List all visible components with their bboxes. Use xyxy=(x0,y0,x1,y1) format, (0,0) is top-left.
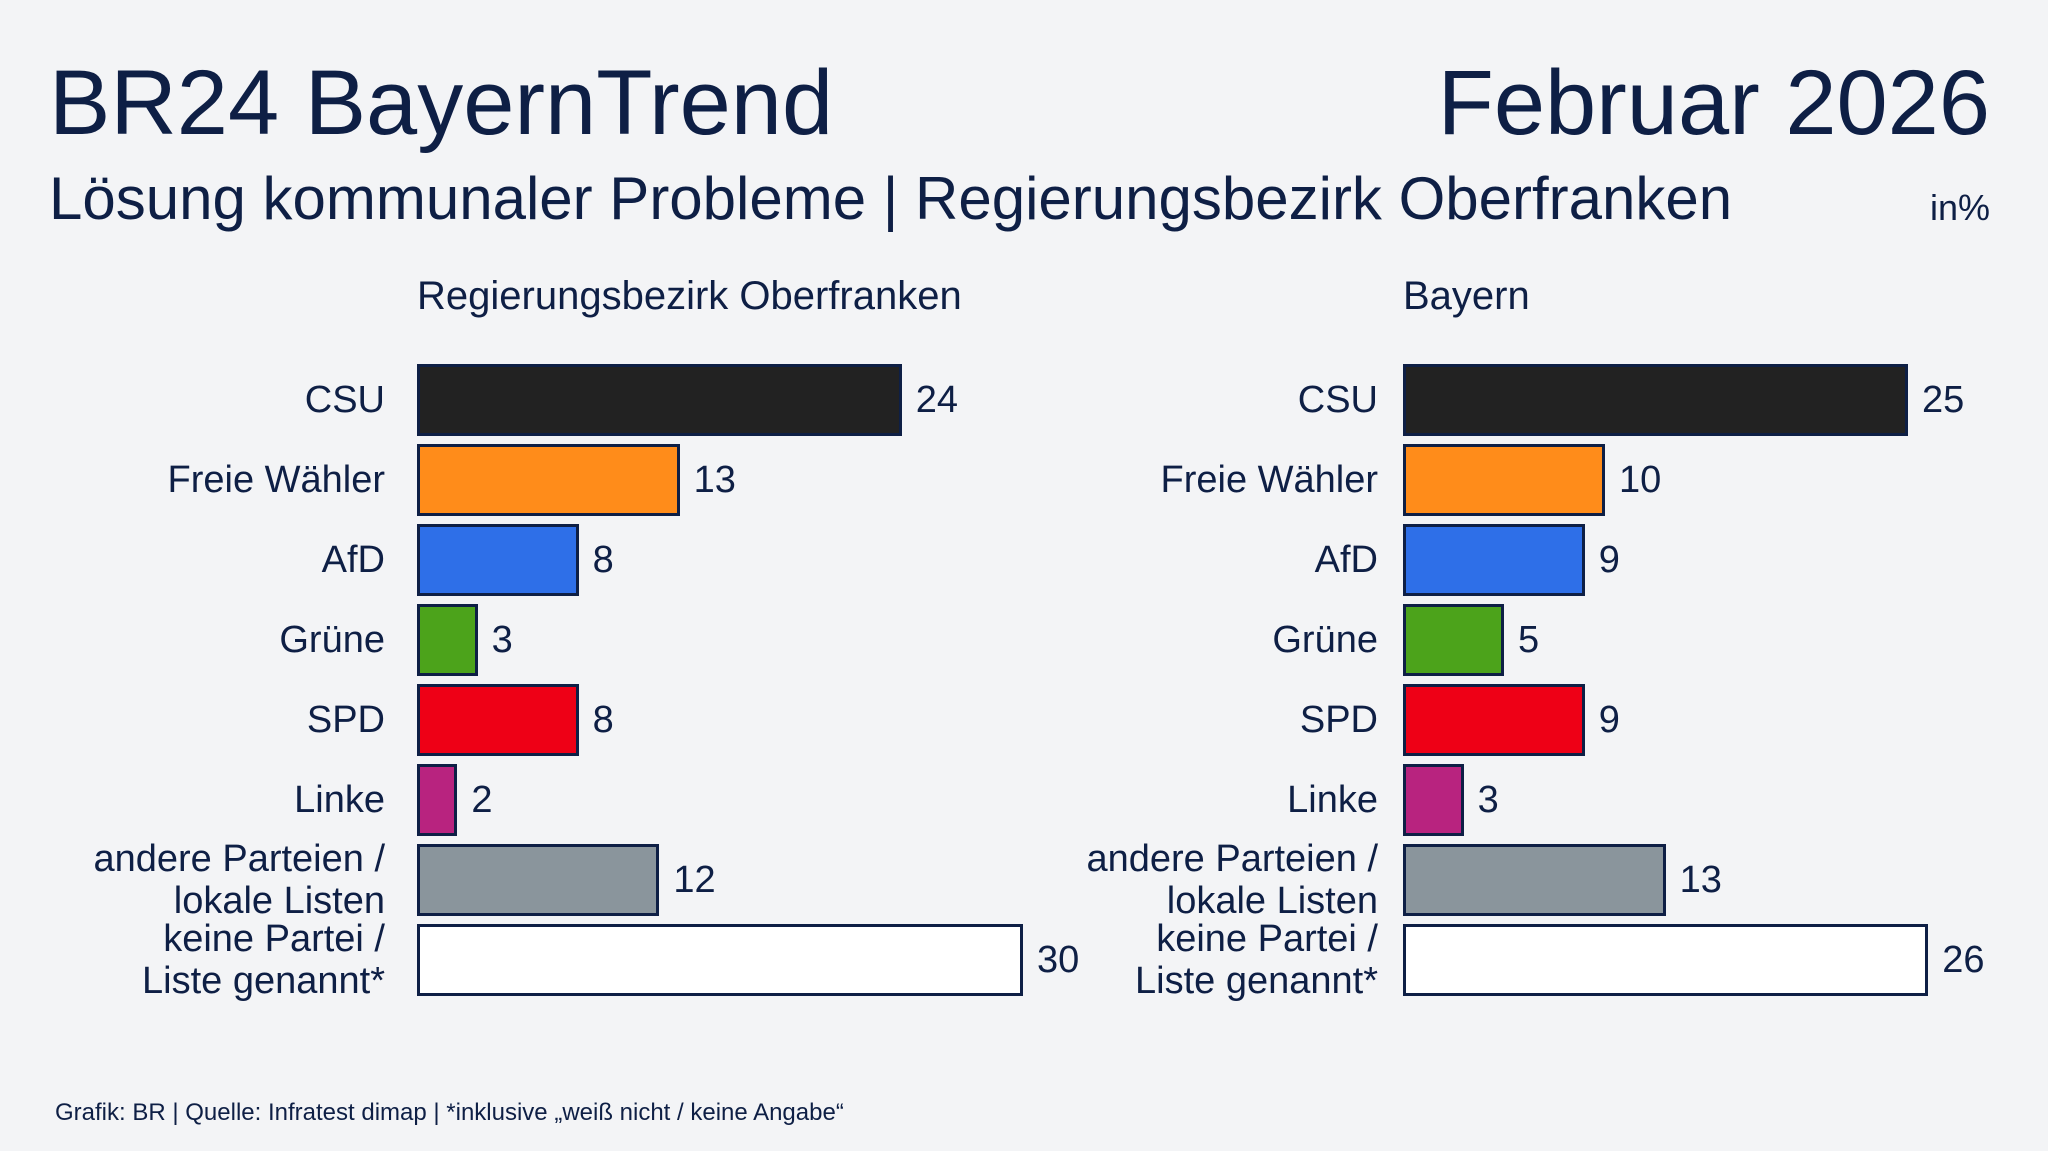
bar xyxy=(417,524,579,596)
value-label: 5 xyxy=(1518,619,1540,661)
bar xyxy=(1403,604,1504,676)
category-label: SPD xyxy=(306,699,385,741)
category-label: SPD xyxy=(1299,699,1378,741)
category-label: AfD xyxy=(1314,539,1378,581)
bar xyxy=(417,604,478,676)
value-label: 13 xyxy=(1679,859,1722,901)
category-label: Linke xyxy=(294,779,385,821)
value-label: 30 xyxy=(1037,939,1080,981)
category-label: Freie Wähler xyxy=(1160,459,1379,501)
bar xyxy=(1403,924,1929,996)
subtitle: Lösung kommunaler Probleme | Regierungsb… xyxy=(49,165,1733,232)
category-label: Freie Wähler xyxy=(167,459,386,501)
title: BR24 BayernTrend xyxy=(49,52,834,154)
value-label: 2 xyxy=(471,779,493,821)
value-label: 24 xyxy=(915,379,959,421)
bar xyxy=(417,364,902,436)
value-label: 9 xyxy=(1598,539,1620,581)
category-label: AfD xyxy=(321,539,385,581)
value-label: 12 xyxy=(673,859,716,901)
value-label: 9 xyxy=(1598,699,1620,741)
bar xyxy=(1403,844,1666,916)
bar xyxy=(417,684,579,756)
chart-title: Bayern xyxy=(1403,274,1530,318)
date: Februar 2026 xyxy=(1437,52,1990,154)
bar xyxy=(1403,524,1585,596)
category-label: Grüne xyxy=(1272,619,1378,661)
value-label: 8 xyxy=(592,699,614,741)
value-label: 8 xyxy=(592,539,614,581)
bar xyxy=(1403,444,1605,516)
value-label: 3 xyxy=(1477,779,1499,821)
category-label: Grüne xyxy=(279,619,385,661)
value-label: 13 xyxy=(693,459,736,501)
category-label: andere Parteien / lokale Listen xyxy=(1086,838,1378,922)
bar xyxy=(1403,684,1585,756)
bar xyxy=(417,764,458,836)
unit-label: in% xyxy=(1929,187,1990,228)
category-label: Linke xyxy=(1287,779,1378,821)
category-label: keine Partei / Liste genannt* xyxy=(1135,918,1378,1002)
value-label: 10 xyxy=(1619,459,1662,501)
chart-title: Regierungsbezirk Oberfranken xyxy=(417,274,962,318)
value-label: 25 xyxy=(1922,379,1965,421)
category-label: keine Partei / Liste genannt* xyxy=(142,918,385,1002)
bar xyxy=(417,844,660,916)
bar xyxy=(417,444,680,516)
value-label: 26 xyxy=(1942,939,1985,981)
footer: Grafik: BR | Quelle: Infratest dimap | *… xyxy=(55,1099,844,1126)
value-label: 3 xyxy=(491,619,513,661)
category-label: andere Parteien / lokale Listen xyxy=(93,838,385,922)
bar xyxy=(1403,364,1908,436)
category-label: CSU xyxy=(304,379,385,421)
bar xyxy=(417,924,1023,996)
category-label: CSU xyxy=(1297,379,1378,421)
bar xyxy=(1403,764,1464,836)
